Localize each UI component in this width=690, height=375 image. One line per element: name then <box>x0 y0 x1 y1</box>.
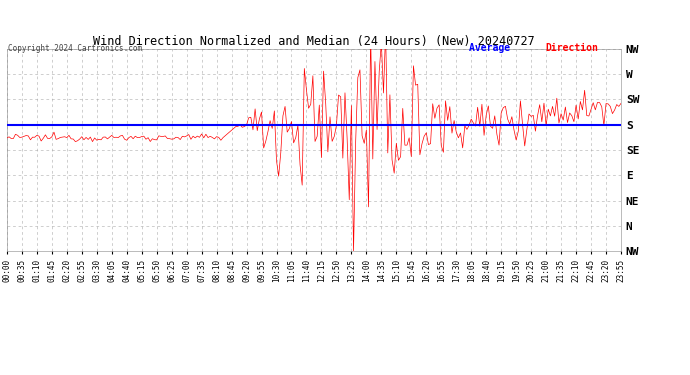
Text: Copyright 2024 Cartronics.com: Copyright 2024 Cartronics.com <box>8 44 142 52</box>
Text: Direction: Direction <box>545 43 598 52</box>
Text: Average: Average <box>469 43 516 52</box>
Title: Wind Direction Normalized and Median (24 Hours) (New) 20240727: Wind Direction Normalized and Median (24… <box>93 34 535 48</box>
